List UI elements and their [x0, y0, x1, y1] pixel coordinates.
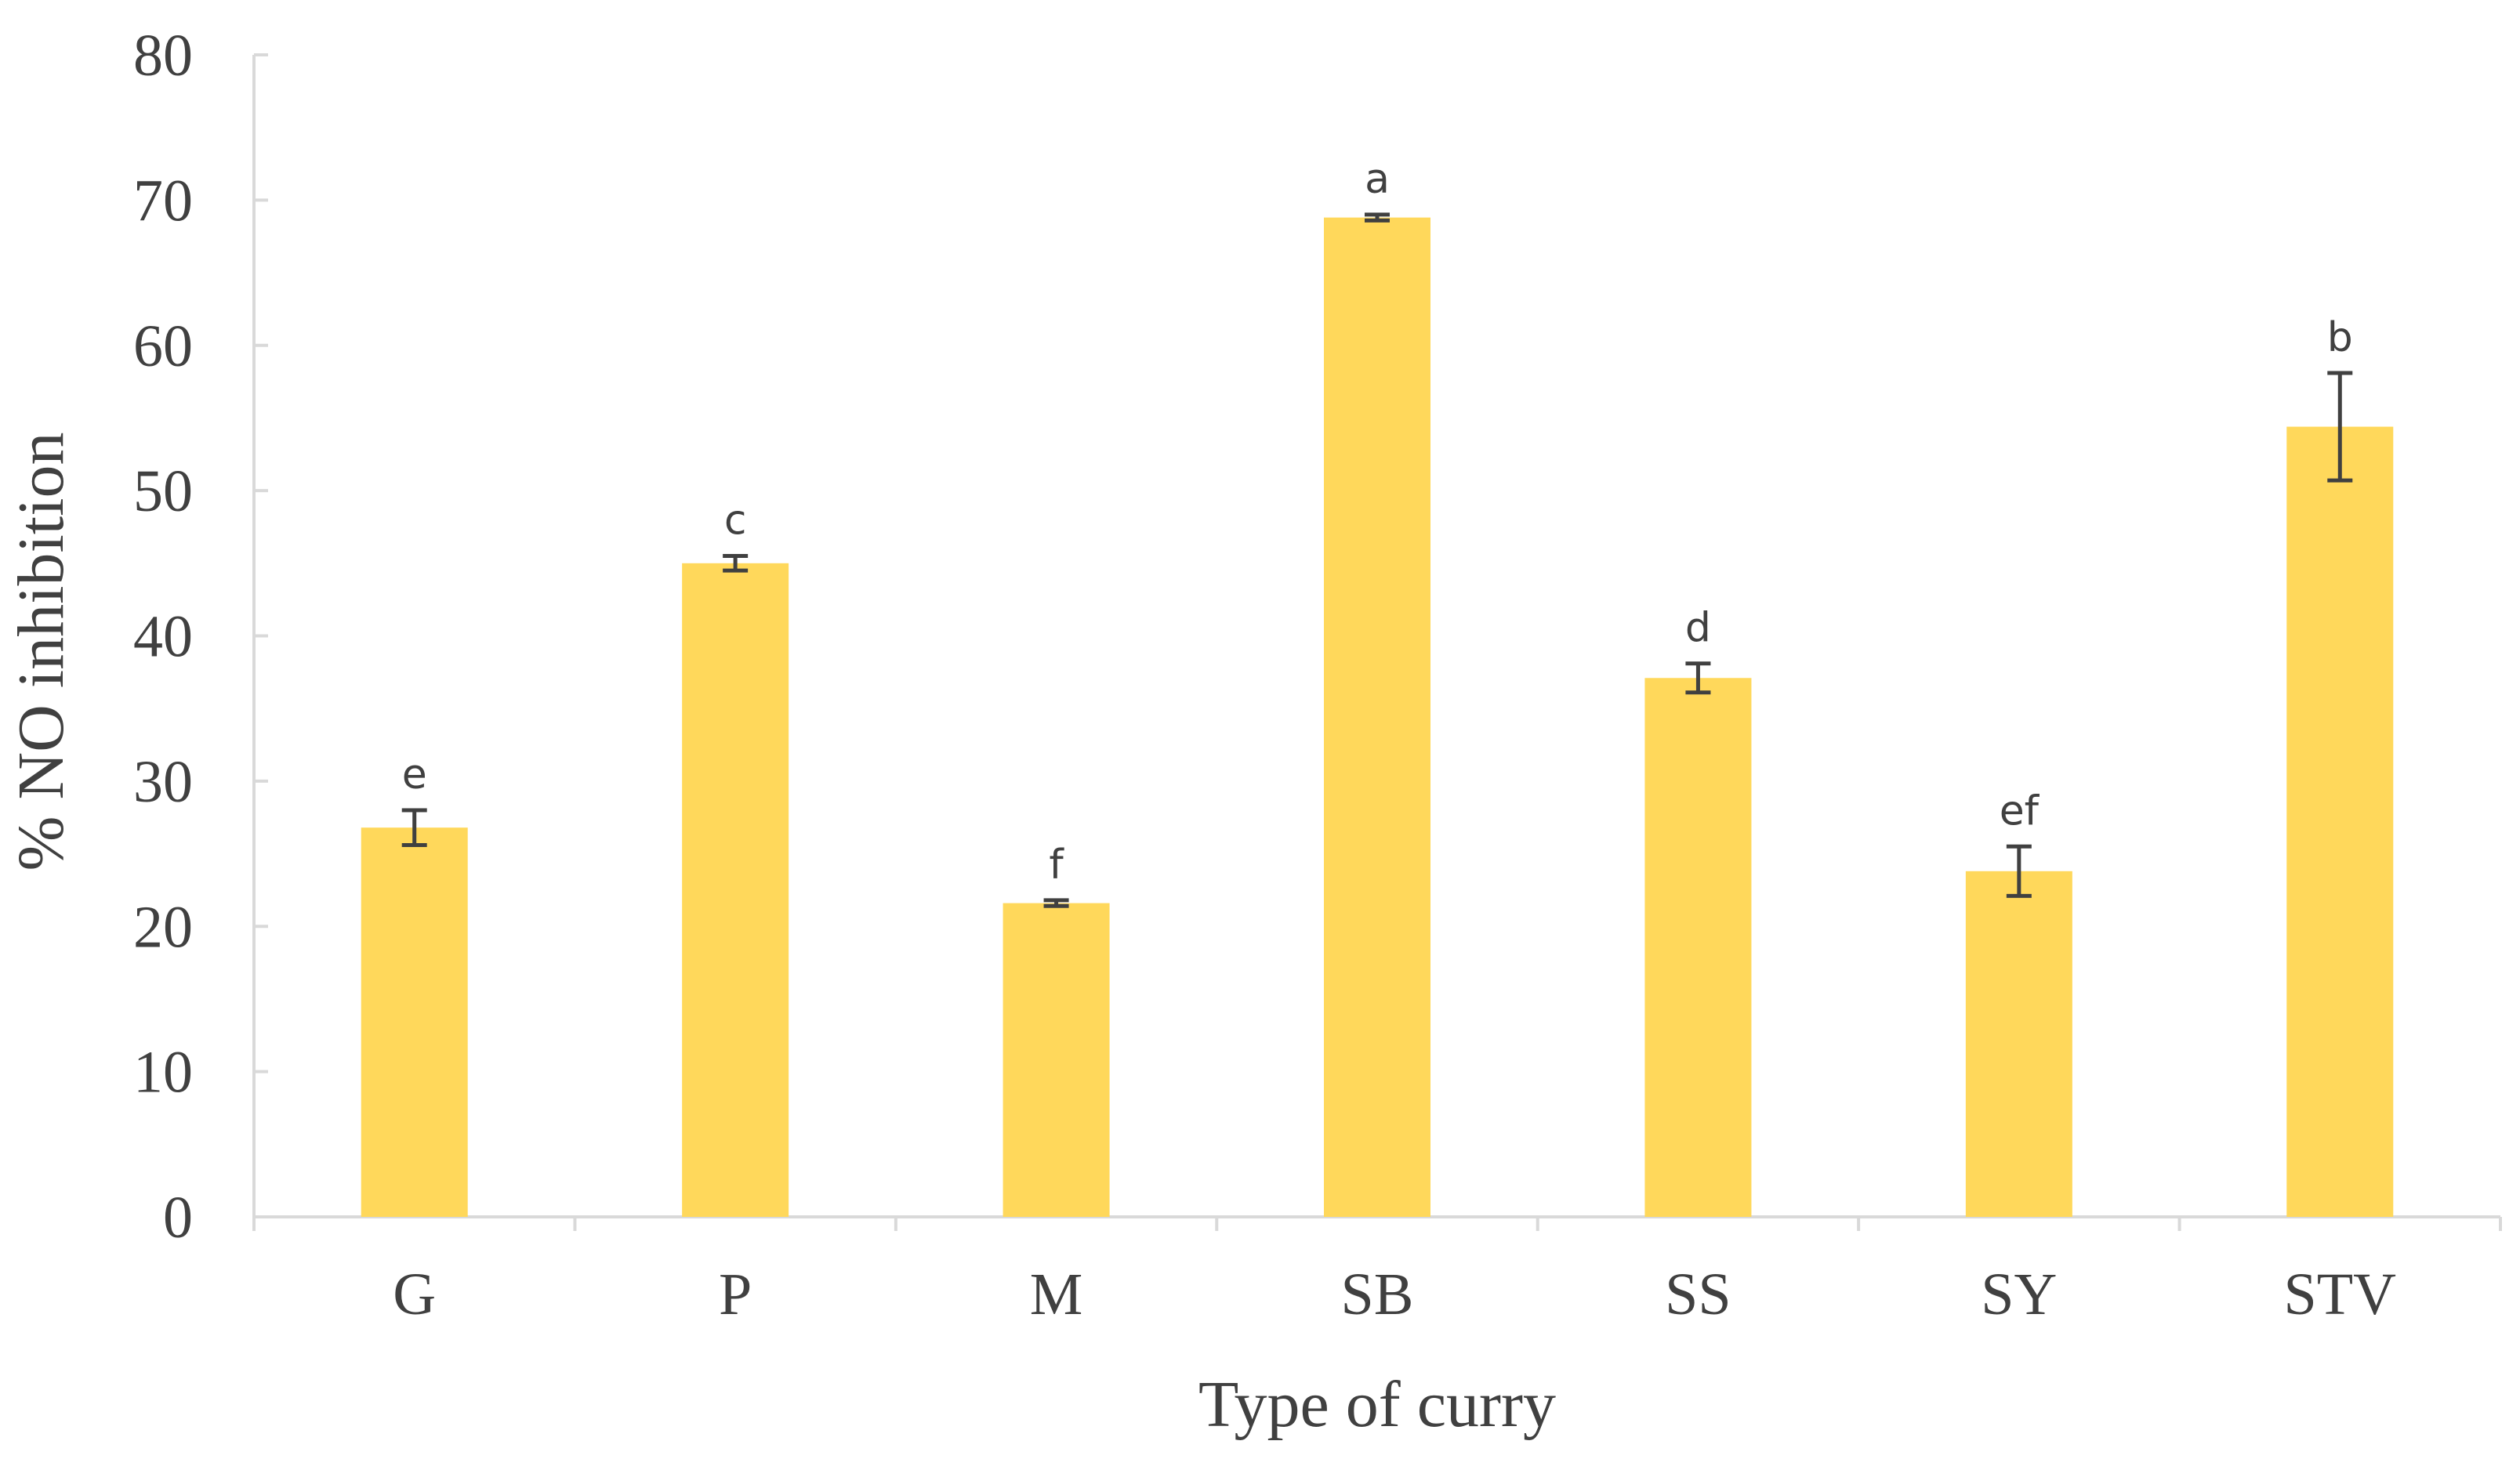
- significance-label-SY: ef: [2000, 787, 2040, 834]
- y-tick-label: 80: [133, 23, 193, 89]
- y-axis-title-group: % NO inhibition: [5, 433, 78, 871]
- x-tick-label-SS: SS: [1665, 1262, 1731, 1327]
- bar-G: [361, 827, 468, 1217]
- bar-SB: [1324, 217, 1430, 1217]
- x-tick-label-G: G: [393, 1262, 436, 1327]
- significance-label-STV: b: [2327, 314, 2353, 361]
- x-tick-label-P: P: [719, 1262, 752, 1327]
- y-tick-label: 10: [133, 1040, 193, 1106]
- bar-SY: [1965, 871, 2072, 1217]
- x-axis-title: Type of curry: [1198, 1368, 1556, 1441]
- x-tick-label-SB: SB: [1341, 1262, 1414, 1327]
- y-tick-label: 30: [133, 749, 193, 815]
- y-tick-label: 60: [133, 313, 193, 379]
- y-tick-label: 70: [133, 168, 193, 234]
- significance-label-G: e: [402, 751, 427, 798]
- x-tick-label-M: M: [1030, 1262, 1083, 1327]
- significance-label-P: c: [724, 498, 747, 545]
- y-tick-label: 20: [133, 894, 193, 960]
- significance-label-SB: a: [1365, 156, 1390, 203]
- y-tick-label: 50: [133, 458, 193, 524]
- bar-SS: [1644, 678, 1752, 1217]
- significance-label-SS: d: [1685, 605, 1711, 652]
- plot-area: 0 10 20 30 40 50 60 70 80 e Gc Pf Ma SB d SS ef SY b STV: [133, 23, 2502, 1327]
- bar-STV: [2286, 426, 2394, 1217]
- y-tick-label: 40: [133, 604, 193, 670]
- x-tick-label-STV: STV: [2283, 1262, 2396, 1327]
- y-tick-label: 0: [163, 1185, 193, 1251]
- bar-M: [1003, 903, 1110, 1217]
- x-tick-label-SY: SY: [1981, 1262, 2057, 1327]
- bar-P: [682, 563, 789, 1217]
- significance-label-M: f: [1049, 842, 1064, 889]
- y-axis-title: % NO inhibition: [5, 433, 78, 871]
